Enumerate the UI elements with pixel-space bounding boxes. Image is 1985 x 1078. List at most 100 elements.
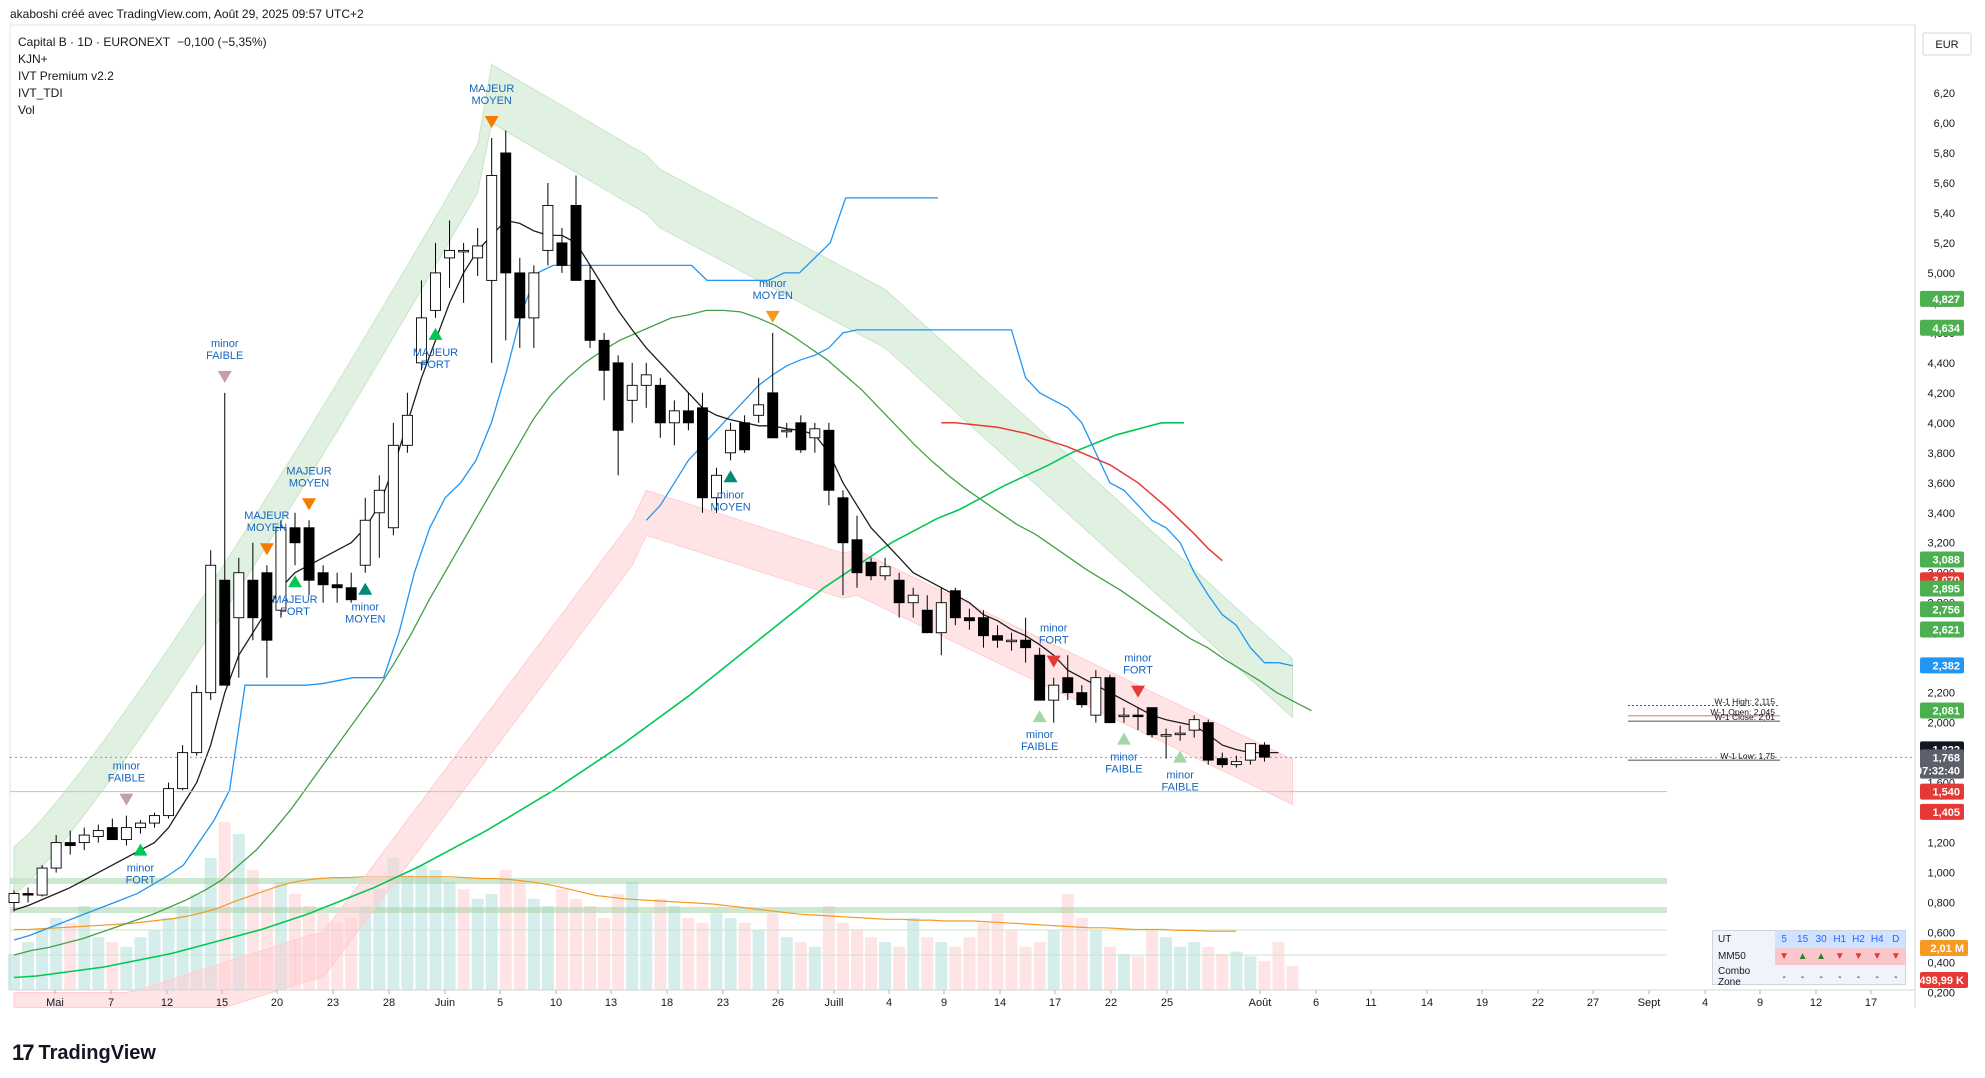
volume-bar	[1005, 930, 1018, 990]
x-tick-label: 9	[941, 997, 947, 1009]
price-label-text: 2,382	[1932, 660, 1960, 672]
indicator-volume[interactable]: Vol	[18, 103, 35, 117]
signal-label: MOYEN	[247, 522, 287, 534]
signal-up-arrow-icon	[133, 843, 148, 856]
candlestick-series	[8, 130, 1270, 912]
volume-bar	[654, 898, 667, 990]
volume-bar	[50, 918, 63, 990]
candle-body	[809, 428, 821, 439]
volume-bar	[1244, 956, 1257, 990]
x-tick-label: 4	[1702, 997, 1708, 1009]
candle-body	[654, 384, 666, 424]
price-label-text: 1,540	[1932, 787, 1960, 799]
volume-bar	[8, 954, 20, 990]
signal-label: FORT	[1123, 665, 1153, 677]
candle-body	[697, 407, 708, 499]
volume-bar	[612, 894, 625, 990]
candle-body	[626, 384, 638, 401]
mtf-row-mm50: MM50 ▼ ▲ ▲ ▼ ▼ ▼ ▼	[1713, 948, 1905, 965]
price-axis: 6,206,005,805,605,405,205,0004,8004,6004…	[10, 25, 1972, 1008]
x-tick-label: 7	[108, 997, 114, 1009]
candle-body	[1034, 654, 1046, 701]
volume-bar	[696, 922, 709, 990]
candle-body	[668, 410, 680, 424]
signal-up-arrow-icon	[428, 327, 443, 340]
volume-bar	[1075, 918, 1088, 990]
volume-bar	[527, 898, 540, 990]
candle-body	[317, 572, 329, 586]
mtf-cell: ▼	[1867, 948, 1887, 965]
volume-bar	[401, 874, 414, 990]
signal-label: MAJEUR	[272, 594, 317, 606]
volume-bar	[598, 918, 611, 990]
candle-body	[430, 272, 441, 311]
candle-body	[753, 404, 765, 416]
price-label-text: 4,634	[1932, 323, 1960, 335]
x-tick-label: 15	[216, 997, 228, 1009]
price-label-badge	[1920, 657, 1964, 674]
volume-bar	[485, 894, 498, 990]
chart-legend: Capital B · 1D · EURONEXT −0,100 (−5,35%…	[18, 34, 267, 119]
signal-label: minor	[759, 278, 787, 290]
volume-bar	[443, 882, 456, 990]
candle-body	[781, 429, 793, 433]
x-tick-label: 27	[1587, 997, 1599, 1009]
candle-body	[584, 279, 596, 341]
volume-label-badge	[1920, 940, 1968, 956]
red-cloud-band	[294, 489, 1293, 986]
signal-label: minor	[211, 338, 239, 350]
candle-body	[1146, 707, 1158, 736]
legend-symbol-row[interactable]: Capital B · 1D · EURONEXT −0,100 (−5,35%…	[18, 34, 267, 51]
volume-bar	[1146, 930, 1159, 990]
y-tick-label: 5,20	[1934, 238, 1955, 250]
y-tick-label: 3,800	[1927, 448, 1955, 460]
candle-body	[106, 827, 118, 841]
price-label-badge	[1920, 290, 1964, 307]
mtf-cell: -	[1875, 971, 1879, 983]
mtf-header-row: UT 5 15 30 H1 H2 H4 D	[1713, 931, 1905, 948]
candle-body	[1132, 714, 1144, 718]
signal-label: minor	[127, 863, 155, 875]
candle-body	[514, 272, 526, 319]
volume-bar	[822, 906, 835, 990]
candle-body	[458, 249, 470, 253]
currency-box	[1922, 32, 1972, 56]
mtf-row-combo: Combo Zone - - - - - - -	[1713, 965, 1905, 989]
volume-bar	[893, 946, 906, 990]
volume-bar	[640, 913, 653, 990]
indicator-ivt-tdi[interactable]: IVT_TDI	[18, 86, 63, 100]
volume-bar	[766, 913, 779, 990]
candle-body	[1006, 639, 1017, 643]
candle-body	[963, 617, 975, 622]
y-tick-label: 5,80	[1934, 148, 1955, 160]
x-tick-label: 23	[717, 997, 729, 1009]
indicator-kjn[interactable]: KJN+	[18, 52, 48, 66]
y-tick-label: 0,600	[1927, 928, 1955, 940]
volume-bar	[1230, 951, 1243, 990]
signal-label: minor	[113, 761, 141, 773]
price-change: −0,100 (−5,35%)	[177, 35, 267, 49]
signal-label: FAIBLE	[206, 350, 243, 362]
blue-kijun-line	[13, 197, 938, 941]
candle-body	[767, 392, 779, 439]
volume-bar	[570, 898, 582, 990]
signal-label: minor	[1110, 752, 1138, 764]
candle-body	[1048, 684, 1060, 701]
tradingview-logo-icon: 17	[12, 1040, 35, 1065]
candle-body	[992, 635, 1003, 641]
price-label-text: 4,827	[1932, 294, 1960, 306]
y-tick-label: 2,000	[1927, 718, 1955, 730]
candle-body	[1244, 743, 1256, 761]
signal-label: FAIBLE	[108, 773, 145, 785]
candle-body	[640, 374, 652, 386]
tradingview-brand[interactable]: 17 TradingView	[12, 1040, 156, 1066]
candle-body	[359, 519, 371, 566]
volume-bar	[1272, 942, 1285, 990]
candle-body	[345, 587, 357, 601]
volume-bar	[1033, 942, 1046, 990]
signal-label: MOYEN	[472, 95, 512, 107]
price-label-text: 3,088	[1932, 555, 1960, 567]
currency-label: EUR	[1935, 39, 1958, 51]
indicator-ivt-premium[interactable]: IVT Premium v2.2	[18, 69, 114, 83]
